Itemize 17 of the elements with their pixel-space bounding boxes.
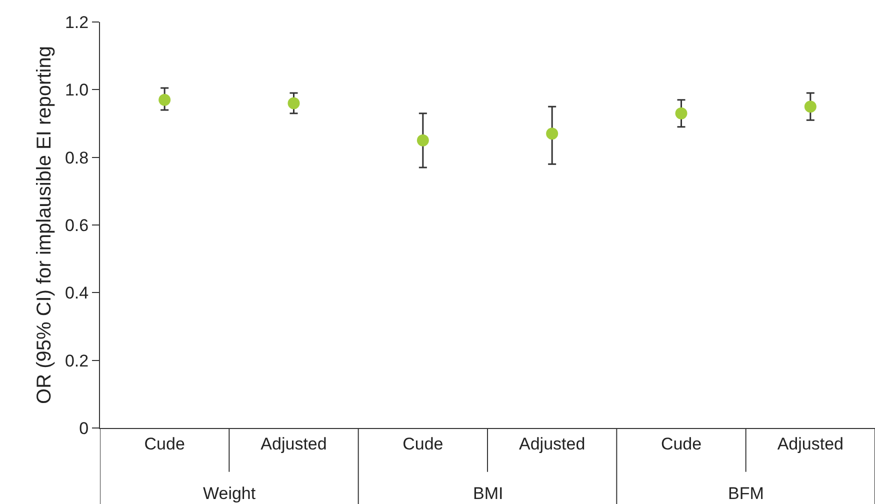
x-tick-label: Adjusted — [518, 434, 586, 454]
y-tick-label: 0.6 — [64, 216, 89, 235]
x-tick-label: Cude — [144, 434, 185, 454]
text: BMI — [473, 484, 504, 503]
text: Weight — [203, 484, 256, 503]
x-tick-label: Cude — [660, 434, 702, 454]
y-tick-label: 0.8 — [64, 148, 89, 168]
y-axis-title: OR (95% CI) for implausible EI reporting — [33, 46, 56, 404]
y-tick-label: 0.4 — [64, 284, 89, 303]
text: BFM — [728, 484, 764, 503]
y-tick-label: 0 — [79, 418, 89, 438]
y-tick-label: 1.0 — [64, 80, 89, 100]
x-tick-label: Adjusted — [260, 434, 327, 454]
x-tick-label: Cude — [402, 434, 444, 454]
x-tick-label: Adjusted — [777, 434, 844, 454]
y-tick-label: 1.2 — [64, 12, 89, 32]
y-tick-label: 0.2 — [64, 351, 89, 370]
